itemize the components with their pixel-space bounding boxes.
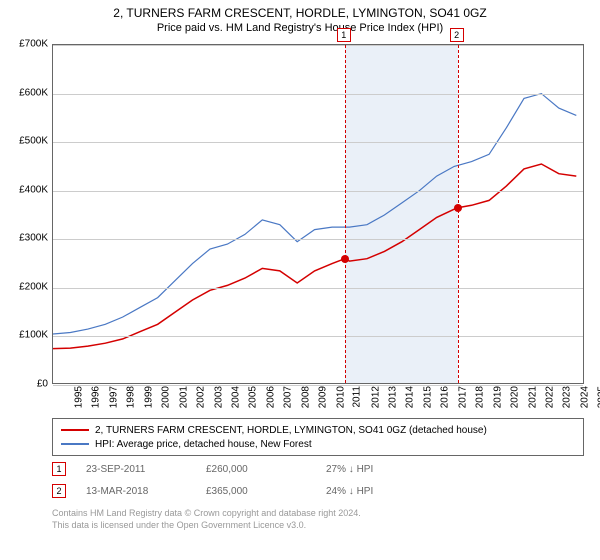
x-axis-label: 2004 (230, 386, 241, 408)
footer-line-2: This data is licensed under the Open Gov… (52, 520, 361, 532)
marker-dot-1 (341, 255, 349, 263)
x-axis-label: 2012 (370, 386, 381, 408)
legend-label: 2, TURNERS FARM CRESCENT, HORDLE, LYMING… (95, 425, 487, 436)
x-axis-label: 2016 (440, 386, 451, 408)
y-axis-label: £200K (19, 281, 48, 292)
x-axis-label: 2025 (597, 386, 600, 408)
y-axis-label: £700K (19, 39, 48, 50)
x-axis-label: 2010 (335, 386, 346, 408)
legend-label: HPI: Average price, detached house, New … (95, 439, 312, 450)
x-axis-label: 1998 (126, 386, 137, 408)
x-axis-label: 1997 (108, 386, 119, 408)
chart-area: £0£100K£200K£300K£400K£500K£600K£700K199… (52, 44, 584, 384)
chart-container: 2, TURNERS FARM CRESCENT, HORDLE, LYMING… (0, 0, 600, 560)
x-axis-label: 2023 (562, 386, 573, 408)
chart-subtitle: Price paid vs. HM Land Registry's House … (0, 20, 600, 38)
marker-box-2: 2 (450, 28, 464, 42)
y-axis-label: £300K (19, 233, 48, 244)
sale-date: 23-SEP-2011 (86, 464, 206, 475)
sale-price: £260,000 (206, 464, 326, 475)
y-axis-label: £100K (19, 330, 48, 341)
marker-dot-2 (454, 204, 462, 212)
x-axis-label: 2021 (527, 386, 538, 408)
marker-line-1 (345, 45, 346, 383)
footer-attribution: Contains HM Land Registry data © Crown c… (52, 508, 361, 531)
x-axis-label: 2002 (195, 386, 206, 408)
y-axis-label: £400K (19, 184, 48, 195)
sales-table: 1 23-SEP-2011£260,00027% ↓ HPI 2 13-MAR-201… (52, 458, 446, 502)
x-axis-label: 2018 (474, 386, 485, 408)
sale-row-2: 2 13-MAR-2018£365,00024% ↓ HPI (52, 480, 446, 502)
x-axis-label: 2003 (213, 386, 224, 408)
x-axis-label: 2024 (579, 386, 590, 408)
sale-delta: 27% ↓ HPI (326, 464, 446, 475)
gridline (53, 142, 583, 143)
series-hpi (53, 94, 576, 334)
sale-marker-box: 2 (52, 484, 66, 498)
x-axis-label: 2014 (405, 386, 416, 408)
x-axis-label: 2019 (492, 386, 503, 408)
x-axis-label: 2005 (248, 386, 259, 408)
plot-region (52, 44, 584, 384)
sale-marker-box: 1 (52, 462, 66, 476)
y-axis-label: £0 (37, 379, 48, 390)
legend-box: 2, TURNERS FARM CRESCENT, HORDLE, LYMING… (52, 418, 584, 456)
x-axis-label: 1995 (73, 386, 84, 408)
y-axis-label: £600K (19, 87, 48, 98)
x-axis-label: 2008 (300, 386, 311, 408)
legend-swatch (61, 429, 89, 431)
x-axis-label: 2022 (544, 386, 555, 408)
x-axis-label: 2007 (283, 386, 294, 408)
legend-item: 2, TURNERS FARM CRESCENT, HORDLE, LYMING… (61, 423, 575, 437)
x-axis-label: 2013 (387, 386, 398, 408)
sale-delta: 24% ↓ HPI (326, 486, 446, 497)
x-axis-label: 1996 (91, 386, 102, 408)
gridline (53, 239, 583, 240)
x-axis-label: 2006 (265, 386, 276, 408)
x-axis-label: 2000 (160, 386, 171, 408)
gridline (53, 336, 583, 337)
x-axis-label: 2020 (509, 386, 520, 408)
x-axis-label: 2015 (422, 386, 433, 408)
gridline (53, 288, 583, 289)
marker-box-1: 1 (337, 28, 351, 42)
chart-title: 2, TURNERS FARM CRESCENT, HORDLE, LYMING… (0, 0, 600, 20)
legend-swatch (61, 443, 89, 445)
sale-price: £365,000 (206, 486, 326, 497)
gridline (53, 45, 583, 46)
x-axis-label: 1999 (143, 386, 154, 408)
line-series-svg (53, 45, 585, 385)
x-axis-label: 2001 (178, 386, 189, 408)
x-axis-label: 2009 (317, 386, 328, 408)
marker-line-2 (458, 45, 459, 383)
sale-date: 13-MAR-2018 (86, 486, 206, 497)
x-axis-label: 2011 (352, 386, 363, 408)
y-axis-label: £500K (19, 136, 48, 147)
sale-row-1: 1 23-SEP-2011£260,00027% ↓ HPI (52, 458, 446, 480)
footer-line-1: Contains HM Land Registry data © Crown c… (52, 508, 361, 520)
gridline (53, 191, 583, 192)
gridline (53, 94, 583, 95)
legend-item: HPI: Average price, detached house, New … (61, 437, 575, 451)
x-axis-label: 2017 (457, 386, 468, 408)
